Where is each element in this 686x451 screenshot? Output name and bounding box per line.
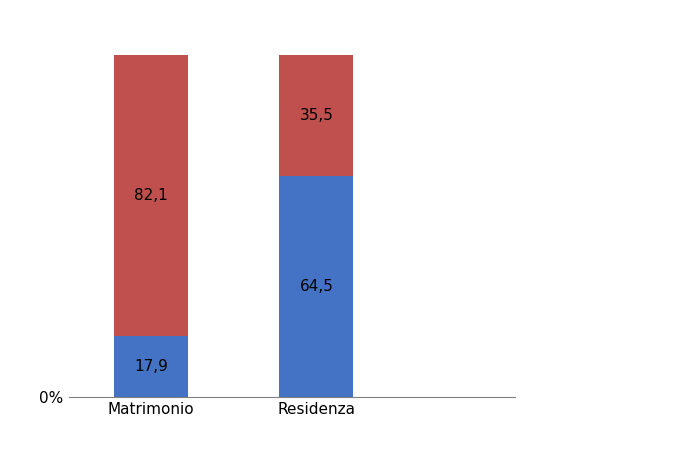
Bar bbox=[114, 55, 189, 336]
Text: 64,5: 64,5 bbox=[299, 279, 333, 294]
Bar bbox=[114, 336, 189, 397]
Bar bbox=[279, 55, 353, 176]
Text: 82,1: 82,1 bbox=[134, 188, 168, 202]
Text: 17,9: 17,9 bbox=[134, 359, 168, 374]
Text: 35,5: 35,5 bbox=[299, 108, 333, 123]
Bar bbox=[279, 176, 353, 397]
